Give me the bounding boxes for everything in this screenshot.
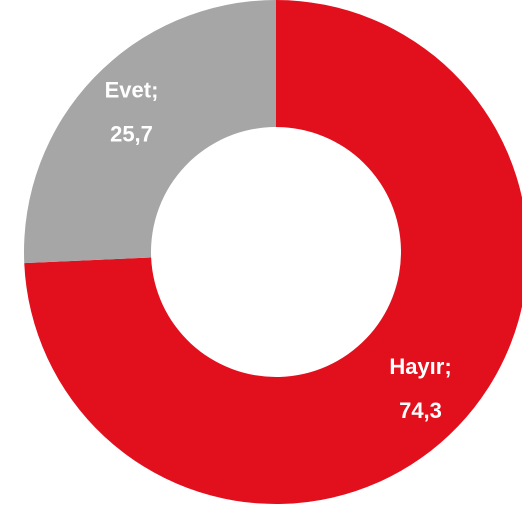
- donut-slice: [23, 0, 276, 264]
- slice-category-label: Evet;: [105, 78, 159, 103]
- slice-value-label: 74,3: [399, 398, 442, 423]
- slice-value-label: 25,7: [110, 122, 153, 147]
- donut-slice: [24, 0, 522, 504]
- slice-category-label: Hayır;: [389, 354, 451, 379]
